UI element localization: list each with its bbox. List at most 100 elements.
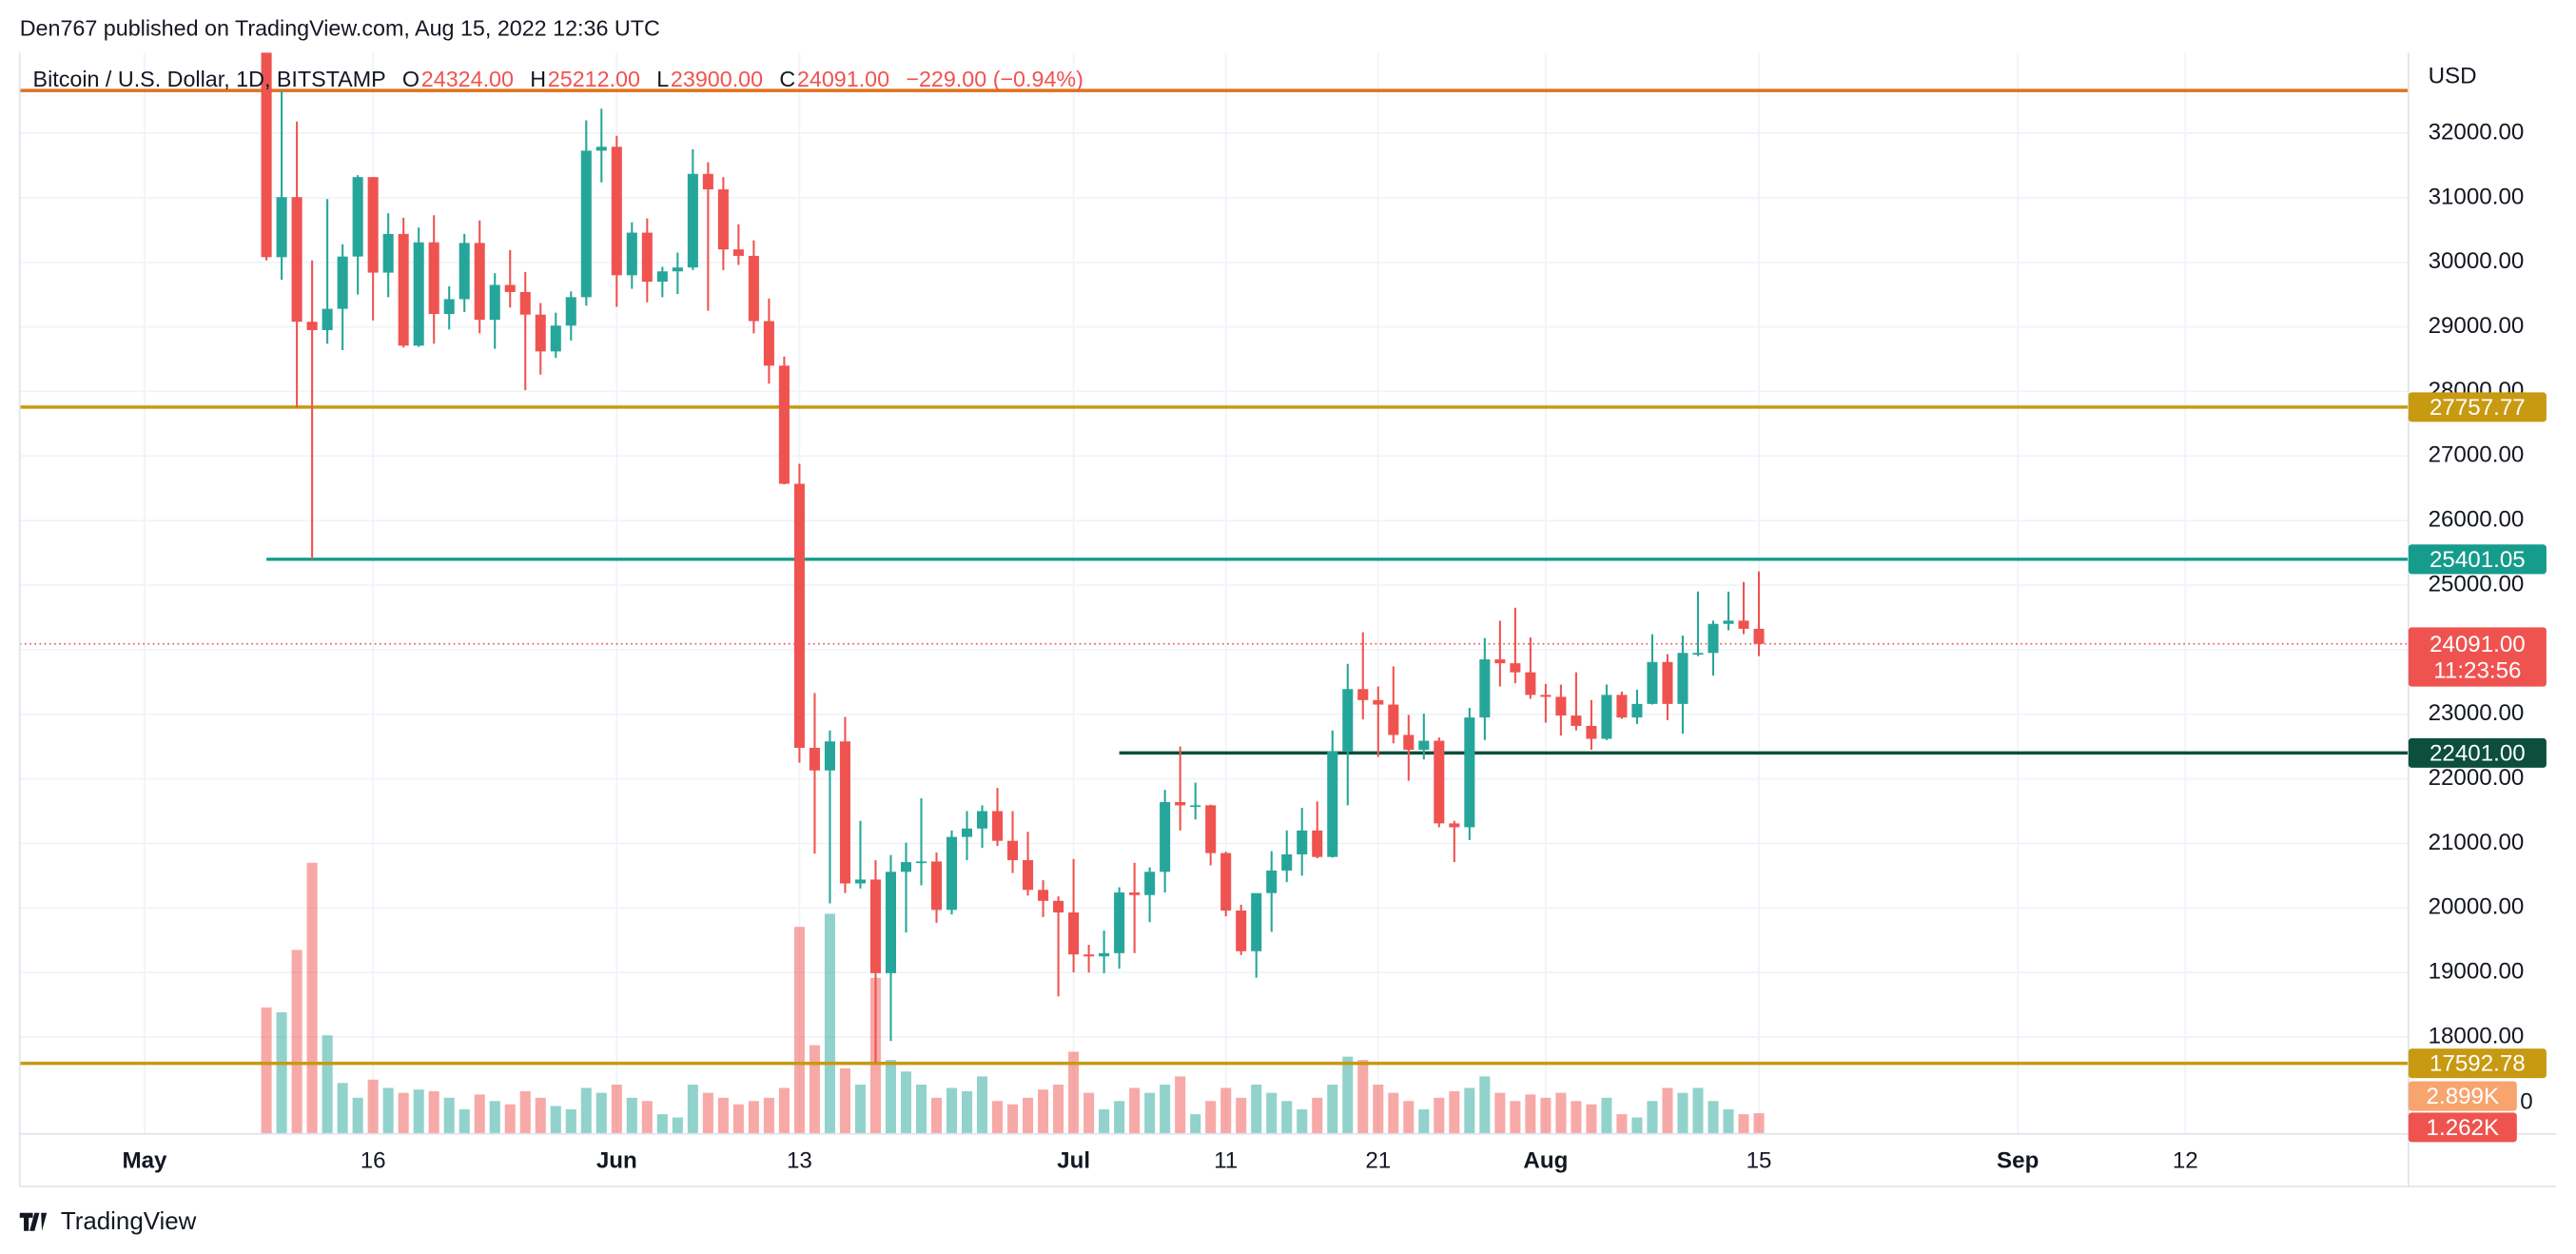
- candle-body: [961, 828, 973, 837]
- volume-bar: [1129, 1087, 1141, 1134]
- volume-bar: [1464, 1087, 1475, 1134]
- candle-body: [1297, 830, 1308, 854]
- volume-bar: [824, 913, 835, 1134]
- y-tick-label: 25000.00: [2429, 571, 2525, 597]
- volume-bar: [459, 1108, 470, 1134]
- volume-bar: [702, 1092, 713, 1134]
- volume-bar: [398, 1092, 409, 1134]
- y-tick-label: 23000.00: [2429, 700, 2525, 726]
- candle-body: [1327, 751, 1338, 857]
- volume-bar: [854, 1084, 866, 1134]
- candle-body: [900, 862, 912, 872]
- volume-bar: [778, 1087, 790, 1134]
- volume-bar: [1114, 1101, 1125, 1134]
- volume-bar: [1373, 1084, 1384, 1134]
- candle-body: [398, 233, 409, 346]
- volume-bar: [1677, 1092, 1688, 1134]
- volume-bar: [961, 1090, 973, 1134]
- volume-bar: [1266, 1092, 1278, 1134]
- volume-bar: [1160, 1084, 1171, 1134]
- candle-body: [1449, 823, 1460, 828]
- candle-body: [1160, 802, 1171, 872]
- candle-body: [809, 748, 820, 771]
- candle-body: [580, 150, 592, 298]
- x-tick-label: 15: [1747, 1148, 1772, 1174]
- volume-bar: [352, 1097, 363, 1134]
- volume-bar: [428, 1090, 439, 1134]
- x-tick-label: May: [123, 1148, 168, 1174]
- candle-body: [1388, 704, 1399, 735]
- candle-body: [1251, 892, 1262, 951]
- volume-bar: [915, 1084, 927, 1134]
- volume-bar: [1662, 1087, 1673, 1134]
- candle-body: [1083, 954, 1095, 957]
- candle-body: [1053, 900, 1064, 913]
- volume-bar: [595, 1092, 607, 1134]
- candle-body: [1479, 659, 1491, 718]
- candle-body: [702, 173, 713, 190]
- candle-body: [322, 308, 333, 330]
- level-tag: 27757.77: [2430, 395, 2526, 421]
- volume-bar: [1692, 1087, 1704, 1134]
- candle-body: [869, 879, 881, 973]
- legend-value: 24091.00: [797, 67, 889, 91]
- candle-body: [839, 741, 850, 884]
- candle-body: [1023, 860, 1034, 891]
- candle-body: [1601, 695, 1612, 739]
- level-tag: 17592.78: [2430, 1051, 2526, 1077]
- volume-tick-label: 0: [2520, 1088, 2532, 1114]
- volume-bar: [1083, 1092, 1095, 1134]
- volume-bar: [1236, 1097, 1247, 1134]
- volume-bar: [641, 1101, 653, 1134]
- candle-body: [778, 365, 790, 484]
- candle-body: [1038, 890, 1049, 901]
- level-tag-bg: [2408, 1048, 2547, 1079]
- candle-body: [474, 243, 485, 321]
- candle-body: [413, 242, 424, 346]
- volume-bar: [1053, 1084, 1064, 1134]
- candle-body: [519, 291, 531, 315]
- candle-body: [717, 189, 729, 250]
- volume-bar: [550, 1106, 561, 1134]
- level-tag-bg: [2408, 544, 2547, 575]
- candle-body: [1099, 952, 1110, 957]
- volume-bar: [306, 862, 318, 1134]
- volume-bar: [1479, 1076, 1491, 1134]
- volume-bar: [367, 1079, 379, 1134]
- x-tick-label: Aug: [1523, 1148, 1568, 1174]
- candle-body: [1205, 805, 1217, 853]
- volume-bar: [1510, 1101, 1521, 1134]
- volume-bar: [1616, 1114, 1628, 1134]
- candle-body: [793, 483, 805, 749]
- volume-tag-bg: [2408, 1081, 2517, 1111]
- candle-body: [352, 177, 363, 257]
- legend-key: C: [779, 67, 795, 91]
- candle-body: [459, 243, 470, 300]
- candle-body: [443, 299, 455, 315]
- candle-body: [565, 297, 576, 326]
- volume-bar: [1403, 1101, 1415, 1134]
- volume-bar: [1205, 1101, 1217, 1134]
- x-tick-label: Jun: [596, 1148, 637, 1174]
- volume-bar: [1099, 1108, 1110, 1134]
- candle-body: [1114, 892, 1125, 953]
- candle-body: [367, 177, 379, 273]
- volume-bar: [1357, 1060, 1369, 1134]
- volume-bar: [1068, 1051, 1080, 1134]
- level-tag-bg: [2408, 737, 2547, 768]
- candle-body: [611, 147, 622, 276]
- candle-body: [1464, 717, 1475, 828]
- volume-bar: [1190, 1114, 1201, 1134]
- volume-tag: 1.262K: [2427, 1115, 2500, 1141]
- candle-body: [748, 255, 759, 322]
- candle-body: [595, 147, 607, 151]
- x-tick-label: Jul: [1057, 1148, 1090, 1174]
- volume-bar: [1418, 1108, 1430, 1134]
- volume-bar: [656, 1114, 668, 1134]
- candle-body: [641, 232, 653, 283]
- candle-body: [1738, 620, 1749, 629]
- candle-body: [306, 322, 318, 330]
- legend-key: H: [530, 67, 546, 91]
- volume-bar: [1738, 1114, 1749, 1134]
- y-tick-label: 30000.00: [2429, 248, 2525, 274]
